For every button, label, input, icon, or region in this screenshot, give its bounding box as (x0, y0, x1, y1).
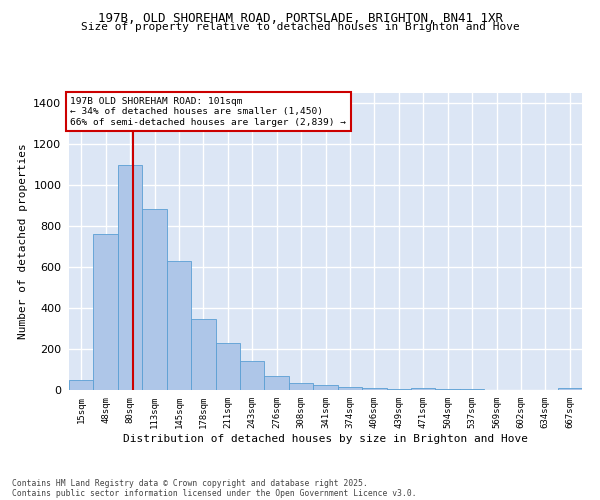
Bar (118, 166, 142, 390)
Text: Contains HM Land Registry data © Crown copyright and database right 2025.: Contains HM Land Registry data © Crown c… (12, 478, 368, 488)
Bar (191, 319, 215, 390)
Bar (313, 386, 338, 390)
Text: Contains public sector information licensed under the Open Government Licence v3: Contains public sector information licen… (12, 488, 416, 498)
Bar (362, 388, 386, 390)
Bar (94, 234, 118, 390)
Text: Size of property relative to detached houses in Brighton and Hove: Size of property relative to detached ho… (80, 22, 520, 32)
Text: 197B OLD SHOREHAM ROAD: 101sqm
← 34% of detached houses are smaller (1,450)
66% : 197B OLD SHOREHAM ROAD: 101sqm ← 34% of … (70, 97, 346, 127)
X-axis label: Distribution of detached houses by size in Brighton and Hove: Distribution of detached houses by size … (123, 434, 528, 444)
Bar (436, 389, 460, 390)
Bar (240, 362, 265, 390)
Bar (69, 380, 94, 390)
Bar (386, 389, 411, 390)
Bar (411, 388, 436, 390)
Bar (557, 388, 582, 390)
Bar (167, 260, 191, 390)
Bar (289, 384, 313, 390)
Text: 197B, OLD SHOREHAM ROAD, PORTSLADE, BRIGHTON, BN41 1XR: 197B, OLD SHOREHAM ROAD, PORTSLADE, BRIG… (97, 12, 503, 26)
Bar (265, 376, 289, 390)
Bar (142, 210, 167, 390)
Bar (338, 387, 362, 390)
Bar (215, 343, 240, 390)
Y-axis label: Number of detached properties: Number of detached properties (17, 144, 28, 339)
